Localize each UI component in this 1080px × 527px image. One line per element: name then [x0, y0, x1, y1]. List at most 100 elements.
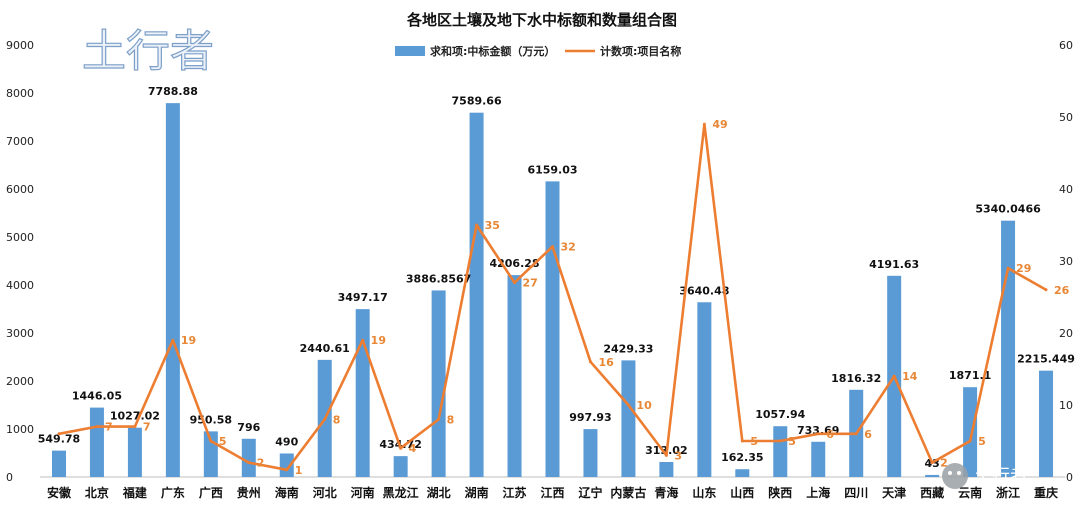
y-left-tick-label: 9000 — [6, 39, 34, 52]
category-label: 江苏 — [503, 485, 527, 500]
y-left-tick-label: 0 — [6, 471, 13, 484]
bar — [621, 360, 636, 477]
bar-value-label: 997.93 — [569, 411, 611, 424]
line-point — [1006, 266, 1010, 270]
line-value-label: 4 — [409, 442, 417, 455]
bar-value-label: 7589.66 — [452, 95, 502, 108]
bar-value-label: 5340.0466 — [975, 203, 1041, 216]
y-left-tick-label: 7000 — [6, 135, 34, 148]
legend-swatch-bar — [395, 46, 425, 56]
bar-value-label: 4191.63 — [869, 258, 919, 271]
bar — [51, 450, 66, 477]
line-value-label: 49 — [712, 118, 727, 131]
y-left-tick-label: 3000 — [6, 327, 34, 340]
corner-watermark-text: 土行者 — [974, 466, 1028, 487]
y-left-tick-label: 5000 — [6, 231, 34, 244]
bar-value-label: 7788.88 — [148, 85, 198, 98]
line-data-labels: 7 7 19 5 2 1 8 19 4 8 35 27 32 16 10 3 49 5 5 6 6 14 2 5 29 26 — [105, 118, 1070, 477]
wechat-icon — [942, 463, 968, 489]
y-left-tick-label: 8000 — [6, 87, 34, 100]
category-label: 湖北 — [427, 485, 451, 500]
line-value-label: 6 — [826, 428, 834, 441]
left-axis: 0 1000 2000 3000 4000 5000 6000 7000 8000 9000 — [6, 39, 34, 484]
bar-value-label: 2215.449 — [1017, 353, 1075, 366]
category-label: 贵州 — [237, 485, 261, 500]
line-series — [57, 122, 1048, 472]
line-value-label: 16 — [598, 356, 614, 369]
category-label: 湖南 — [465, 485, 489, 500]
chart-title: 各地区土壤及地下水中标额和数量组合图 — [406, 11, 677, 29]
bar — [1039, 370, 1054, 477]
line-point — [626, 403, 630, 407]
y-right-tick-label: 20 — [1059, 327, 1073, 340]
y-right-tick-label: 60 — [1059, 39, 1073, 52]
category-label: 西藏 — [920, 485, 944, 500]
bar-value-label: 1027.02 — [110, 410, 160, 423]
line-point — [323, 417, 327, 421]
category-label: 浙江 — [996, 485, 1020, 500]
line-value-label: 7 — [143, 421, 151, 434]
line-value-label: 5 — [219, 435, 227, 448]
line-point — [95, 425, 99, 429]
bar-value-label: 162.35 — [721, 451, 763, 464]
line-point — [399, 446, 403, 450]
line-value-label: 19 — [371, 334, 386, 347]
category-label: 江西 — [540, 485, 564, 500]
wechat-icon-eye-left — [948, 471, 952, 475]
category-label: 河南 — [350, 485, 375, 500]
category-label: 天津 — [882, 485, 906, 500]
bar-value-label: 549.78 — [38, 433, 80, 446]
y-right-tick-label: 40 — [1059, 183, 1073, 196]
bar — [241, 438, 256, 477]
line-value-label: 27 — [523, 277, 538, 290]
category-label: 重庆 — [1034, 485, 1058, 500]
line-value-label: 32 — [561, 241, 576, 254]
bar — [507, 275, 522, 477]
corner-watermark: 土行者 — [942, 463, 1028, 489]
category-label: 广东 — [161, 485, 185, 500]
line-point — [968, 439, 972, 443]
line-point — [57, 432, 61, 436]
line-point — [892, 374, 896, 378]
line-value-label: 29 — [1016, 262, 1031, 275]
bar-value-label: 6159.03 — [527, 163, 577, 176]
line-value-label: 5 — [750, 435, 758, 448]
category-label: 山东 — [692, 485, 716, 500]
line-value-label: 14 — [902, 370, 918, 383]
category-label: 北京 — [85, 485, 109, 500]
line-value-label: 5 — [788, 435, 796, 448]
bar — [89, 407, 104, 477]
bar-value-label: 1446.05 — [72, 390, 122, 403]
bar — [583, 429, 598, 477]
bar — [1001, 220, 1016, 477]
line-point — [930, 461, 934, 465]
line-point — [702, 122, 706, 126]
line-point — [285, 468, 289, 472]
y-right-tick-label: 50 — [1059, 111, 1073, 124]
bar-value-label: 950.58 — [190, 413, 232, 426]
y-right-tick-label: 10 — [1059, 399, 1073, 412]
category-label: 海南 — [275, 485, 299, 500]
y-left-tick-label: 1000 — [6, 423, 34, 436]
plot-area: 0 1000 2000 3000 4000 5000 6000 7000 8000 9000 0 1… — [6, 39, 1075, 500]
bar-value-label: 796 — [237, 421, 260, 434]
line-point — [740, 439, 744, 443]
category-label: 黑龙江 — [383, 485, 419, 500]
bar — [279, 453, 294, 477]
line-point — [664, 453, 668, 457]
line-value-label: 10 — [636, 399, 652, 412]
category-label: 福建 — [122, 485, 148, 500]
bar — [811, 441, 826, 477]
category-label: 云南 — [958, 485, 982, 500]
bar — [773, 426, 788, 477]
bar-value-label: 2440.61 — [300, 342, 350, 355]
line-point — [778, 439, 782, 443]
line-value-label: 3 — [674, 449, 682, 462]
bar-value-label: 4206.28 — [489, 257, 539, 270]
wechat-icon-eye-right — [957, 471, 961, 475]
category-label: 河北 — [312, 485, 337, 500]
line-point — [475, 223, 479, 227]
bar-value-label: 2429.33 — [603, 342, 653, 355]
bar — [659, 461, 674, 477]
